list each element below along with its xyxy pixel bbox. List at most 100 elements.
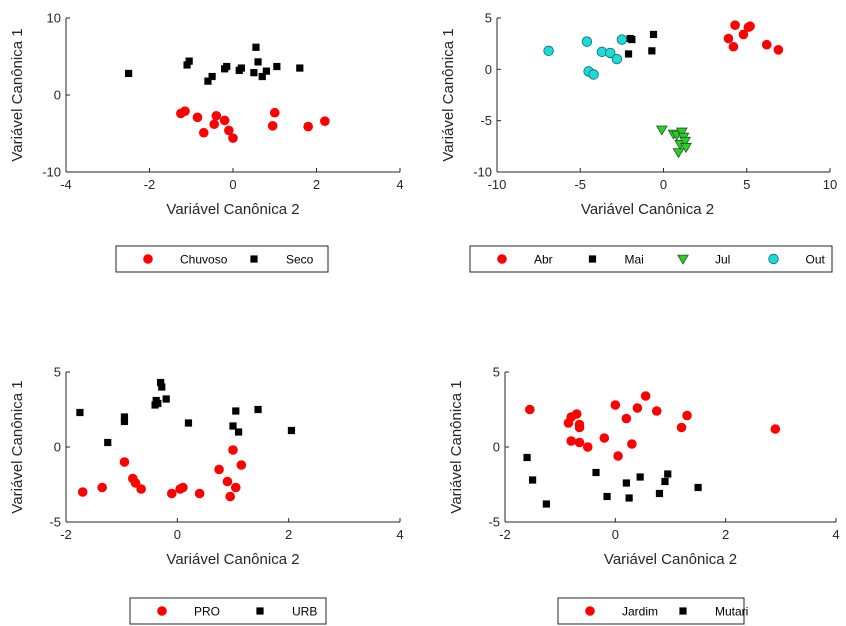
legend: Jardim Mutari <box>557 597 748 625</box>
data-point <box>204 77 212 85</box>
data-point <box>611 53 623 65</box>
data-point <box>296 64 304 72</box>
data-point <box>738 29 749 40</box>
data-point <box>234 428 243 436</box>
x-tick-label: 5 <box>743 177 750 192</box>
data-point <box>237 64 245 72</box>
legend: PRO URB <box>129 597 327 625</box>
y-tick-label: -10 <box>473 165 492 180</box>
data-point <box>184 419 193 427</box>
data-point <box>649 30 658 39</box>
data-point <box>222 476 233 487</box>
data-point <box>219 115 230 126</box>
data-point <box>610 400 621 410</box>
data-point <box>625 494 633 502</box>
x-tick-label: -4 <box>60 177 72 192</box>
chart-1: -4 -2 0 2 4 10 0 -10 Variável Canônica 2 Variável… <box>9 11 404 273</box>
x-tick-label: 4 <box>396 177 403 192</box>
data-point <box>661 477 669 486</box>
data-point <box>208 72 216 81</box>
series-mai <box>624 30 658 58</box>
data-point <box>621 413 632 424</box>
legend-label: URB <box>292 605 317 619</box>
legend-label: Jul <box>715 253 730 267</box>
data-point <box>636 473 644 481</box>
data-point <box>571 409 582 419</box>
legend-label: Chuvoso <box>180 253 228 267</box>
data-point <box>320 116 330 126</box>
data-point <box>655 125 668 136</box>
legend-marker <box>768 253 779 265</box>
data-point <box>679 136 692 147</box>
data-point <box>224 125 234 136</box>
data-point <box>209 119 220 130</box>
x-tick-label: 2 <box>285 527 292 542</box>
data-point <box>120 417 129 426</box>
series-chuvoso <box>176 106 330 143</box>
series-mutari <box>523 453 702 508</box>
data-point <box>543 45 554 57</box>
y-tick-label: 0 <box>485 62 492 77</box>
data-point <box>229 422 237 430</box>
x-tick-label: -2 <box>499 527 511 542</box>
data-point <box>622 479 630 487</box>
series-jul <box>655 125 692 159</box>
data-point <box>628 35 636 44</box>
legend-marker <box>256 607 264 615</box>
data-point <box>723 33 734 44</box>
data-point <box>269 107 280 118</box>
data-point <box>97 482 107 493</box>
data-point <box>761 39 772 50</box>
x-tick-label: 0 <box>660 177 667 192</box>
y-axis-title: Variável Canônica 1 <box>9 380 26 513</box>
data-point <box>252 43 260 51</box>
data-point <box>125 69 133 78</box>
series-jardim <box>525 391 781 461</box>
data-point <box>267 121 278 131</box>
y-tick-label: -5 <box>49 515 61 530</box>
legend-label: Mutari <box>715 605 748 619</box>
data-point <box>180 106 190 116</box>
data-point <box>178 482 188 493</box>
x-tick-label: 4 <box>396 527 403 542</box>
data-point <box>655 489 664 498</box>
x-tick-label: -2 <box>60 527 72 542</box>
legend-marker <box>143 254 153 264</box>
x-tick-label: -5 <box>574 177 586 192</box>
legend-marker <box>588 255 597 263</box>
x-tick-label: 0 <box>174 527 181 542</box>
data-point <box>232 407 240 415</box>
legend-marker <box>497 254 507 264</box>
x-tick-label: 4 <box>832 527 839 542</box>
x-tick-label: 2 <box>313 177 320 192</box>
data-point <box>582 442 593 452</box>
data-point <box>616 34 628 45</box>
series-out <box>543 34 628 80</box>
legend: Chuvoso Seco <box>115 245 329 273</box>
data-point <box>675 127 688 138</box>
data-point <box>664 470 672 478</box>
data-point <box>104 438 112 447</box>
data-point <box>254 405 262 414</box>
data-point <box>194 488 205 499</box>
data-point <box>223 62 231 71</box>
data-point <box>192 112 203 123</box>
data-point <box>525 404 535 415</box>
data-point <box>157 378 165 387</box>
data-point <box>682 410 692 421</box>
data-point <box>287 426 296 435</box>
data-point <box>136 484 146 494</box>
data-point <box>745 21 755 32</box>
x-tick-label: 0 <box>229 177 236 192</box>
data-point <box>770 424 781 434</box>
data-point <box>77 487 88 497</box>
series-urb <box>76 378 296 447</box>
data-point <box>211 110 222 121</box>
data-point <box>632 403 643 413</box>
data-point <box>228 445 238 455</box>
data-point <box>183 61 191 69</box>
data-point <box>120 413 129 421</box>
y-axis-title: Variável Canônica 1 <box>448 380 465 513</box>
data-point <box>566 436 576 446</box>
x-axis-title: Variável Canônica 2 <box>166 551 299 568</box>
